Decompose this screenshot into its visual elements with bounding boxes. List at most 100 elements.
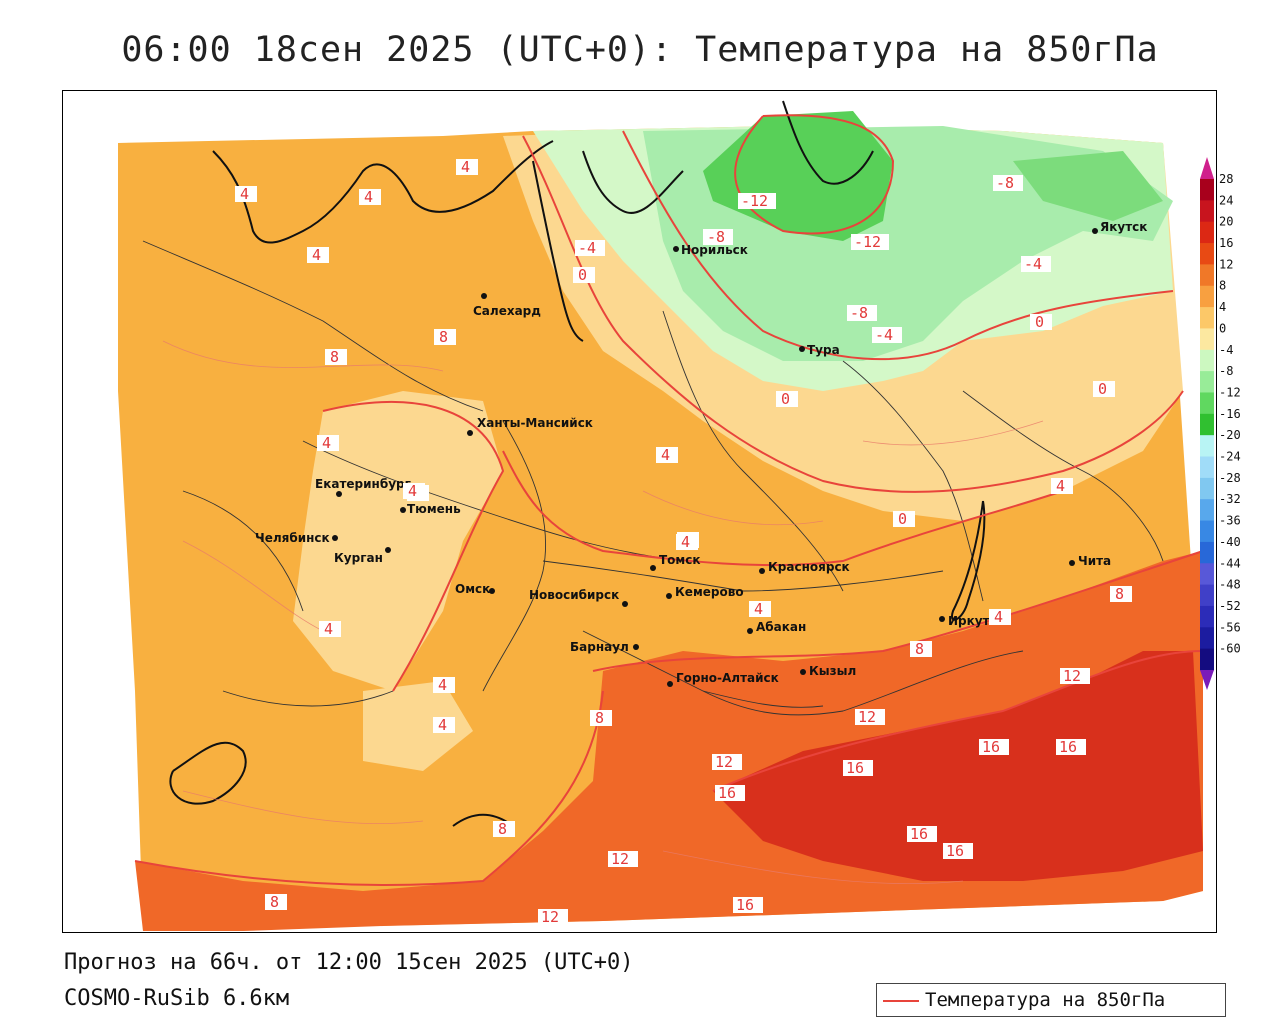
temperature-map: Салехард Норильск Тура Якутск Ханты-Манс… — [62, 90, 1217, 933]
model-name: COSMO-RuSib 6.6км — [64, 986, 290, 1011]
forecast-info: Прогноз на 66ч. от 12:00 15сен 2025 (UTC… — [64, 950, 634, 975]
city-label: Норильск — [681, 243, 748, 257]
field-4-8-west — [293, 391, 503, 691]
isotherm-label: 4 — [989, 608, 1011, 626]
colorbar-tick-label: 16 — [1219, 236, 1233, 250]
city-label: Новосибирск — [529, 588, 619, 602]
colorbar-tick-label: -40 — [1219, 535, 1241, 549]
svg-text:16: 16 — [946, 842, 964, 860]
isotherm-label: 8 — [325, 348, 347, 366]
isotherm-label: -12 — [851, 233, 889, 251]
city-label: Чита — [1078, 554, 1111, 568]
colorbar-tick-label: -60 — [1219, 642, 1241, 656]
svg-text:4: 4 — [312, 246, 321, 264]
isotherm-label: 8 — [590, 709, 612, 727]
colorbar-segment — [1200, 627, 1214, 650]
colorbar-segment — [1200, 307, 1214, 329]
svg-text:-8: -8 — [850, 304, 868, 322]
svg-text:8: 8 — [595, 709, 604, 727]
svg-text:8: 8 — [330, 348, 339, 366]
isotherm-label: 8 — [493, 820, 515, 838]
city-label: Якутск — [1100, 220, 1147, 234]
svg-text:4: 4 — [461, 158, 470, 176]
isotherm-label: -8 — [847, 304, 877, 322]
isotherm-label: 8 — [434, 328, 456, 346]
colorbar-tick-label: -8 — [1219, 364, 1233, 378]
svg-text:12: 12 — [858, 708, 876, 726]
svg-text:16: 16 — [718, 784, 736, 802]
isotherm-labels: 4 4 4 4 8 8 4 4 -12 -8 -12 -8 -8 -4 -4 0… — [235, 158, 1132, 926]
svg-text:8: 8 — [498, 820, 507, 838]
city-label: Екатеринбург — [315, 477, 411, 491]
isotherms-thin — [162, 340, 1044, 885]
colorbar-tick-label: 28 — [1219, 172, 1233, 186]
isotherm-label: 8 — [910, 640, 932, 658]
legend: Температура на 850гПа — [876, 983, 1226, 1017]
isotherm-label: 12 — [608, 850, 638, 868]
colorbar-tick-label: -20 — [1219, 428, 1241, 442]
svg-text:16: 16 — [982, 738, 1000, 756]
isotherm-label: 12 — [1060, 667, 1090, 685]
svg-text:4: 4 — [661, 446, 670, 464]
colorbar-segment — [1200, 584, 1214, 607]
isotherm-label: 0 — [893, 510, 915, 528]
isotherm-label: -4 — [1021, 255, 1051, 273]
svg-text:4: 4 — [408, 482, 417, 500]
isotherm-label: 4 — [749, 600, 771, 618]
city-label: Челябинск — [255, 531, 330, 545]
coastline — [169, 100, 986, 827]
svg-text:4: 4 — [364, 188, 373, 206]
city-label: Томск — [659, 553, 701, 567]
colorbar-segment — [1200, 541, 1214, 564]
isotherm-label: 16 — [1056, 738, 1086, 756]
isotherm-label: 4 — [676, 533, 698, 551]
city-label: Тюмень — [407, 502, 461, 516]
svg-text:12: 12 — [715, 753, 733, 771]
colorbar-tick-label: -32 — [1219, 492, 1241, 506]
colorbar-segment — [1200, 285, 1214, 308]
colorbar-tick-label: -44 — [1219, 556, 1241, 570]
svg-text:8: 8 — [439, 328, 448, 346]
colorbar-segment — [1200, 563, 1214, 586]
colorbar-tick-label: -4 — [1219, 343, 1233, 357]
isotherm-label: 0 — [1030, 313, 1052, 331]
colorbar-tick-label: -52 — [1219, 599, 1241, 613]
colorbar-tick-label: -48 — [1219, 578, 1241, 592]
colorbar-segment — [1200, 221, 1214, 244]
svg-text:-8: -8 — [996, 174, 1014, 192]
svg-text:4: 4 — [681, 533, 690, 551]
svg-text:4: 4 — [438, 676, 447, 694]
isotherm-label: 16 — [733, 896, 763, 914]
svg-text:-4: -4 — [1024, 255, 1042, 273]
svg-text:-8: -8 — [707, 228, 725, 246]
isotherm-label: -8 — [703, 228, 733, 246]
colorbar-segment — [1200, 456, 1214, 479]
svg-text:12: 12 — [1063, 667, 1081, 685]
svg-text:0: 0 — [781, 390, 790, 408]
field-16-20 — [713, 651, 1203, 881]
isotherm-label: -12 — [738, 192, 776, 210]
city-label: Барнаул — [570, 640, 629, 654]
legend-line-swatch — [883, 1000, 919, 1002]
colorbar-segment — [1200, 179, 1214, 201]
svg-text:16: 16 — [910, 825, 928, 843]
svg-text:12: 12 — [541, 908, 559, 926]
isotherm-label: 12 — [538, 908, 568, 926]
isotherm-label: 0 — [573, 266, 595, 284]
city-label: Омск — [455, 582, 490, 596]
isotherm-label: 4 — [403, 482, 425, 500]
map-title: 06:00 18сен 2025 (UTC+0): Температура на… — [121, 30, 1159, 70]
isotherm-label: -4 — [575, 239, 605, 257]
isotherm-label: 0 — [1093, 380, 1115, 398]
city-label: Кемерово — [675, 585, 744, 599]
isotherm-label: 16 — [943, 842, 973, 860]
isotherm-label: 4 — [456, 158, 478, 176]
svg-text:8: 8 — [270, 893, 279, 911]
isotherm-label: 4 — [319, 620, 341, 638]
isotherm-label: 4 — [359, 188, 381, 206]
colorbar-segment — [1200, 392, 1214, 415]
colorbar-segment — [1200, 349, 1214, 372]
colorbar-tick-label: -56 — [1219, 620, 1241, 634]
city-label: Салехард — [473, 304, 541, 318]
colorbar-tick-label: -16 — [1219, 407, 1241, 421]
